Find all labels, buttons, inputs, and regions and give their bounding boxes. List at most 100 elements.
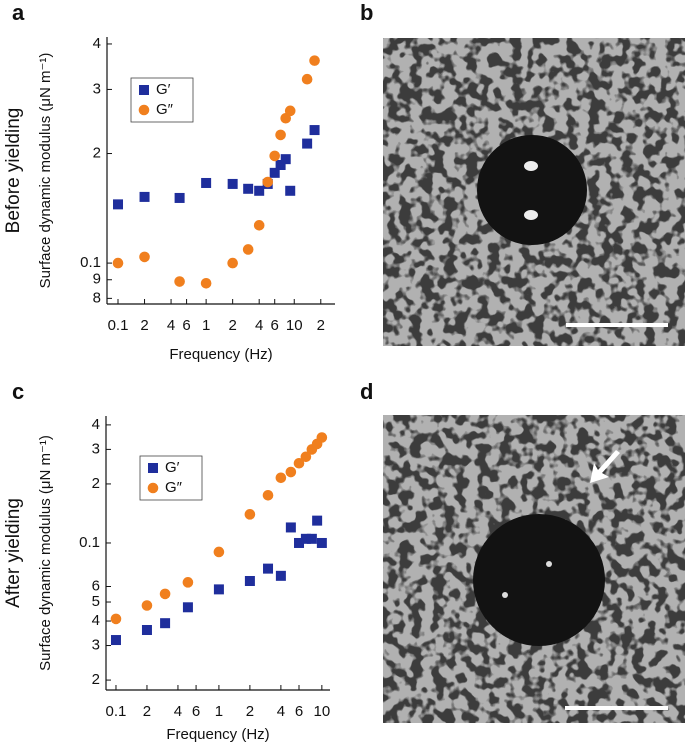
point [141, 600, 153, 611]
point [182, 577, 194, 588]
point [112, 257, 124, 269]
point [312, 515, 323, 526]
point [275, 129, 286, 141]
point [213, 584, 224, 595]
x-tick-label: 4 [167, 317, 175, 334]
x-tick-label: 2 [317, 317, 325, 334]
panel-label: b [360, 0, 373, 25]
y-tick-label: 3 [92, 637, 100, 654]
legend-marker [148, 463, 158, 473]
x-tick-label: 1 [202, 317, 210, 334]
y-tick-label: 4 [92, 612, 100, 629]
point [309, 55, 320, 66]
legend-label: G′ [156, 81, 171, 98]
y-tick-label: 0.1 [80, 254, 101, 271]
point [294, 537, 305, 548]
point [316, 537, 327, 548]
point [316, 432, 328, 443]
point [139, 191, 150, 202]
x-tick-label: 1 [215, 703, 223, 720]
point [244, 575, 255, 586]
y-tick-label: 6 [92, 577, 100, 594]
point [285, 185, 296, 196]
point [227, 257, 238, 269]
legend-box [139, 455, 203, 501]
x-tick-label: 4 [174, 703, 182, 720]
point [309, 125, 320, 136]
x-tick-label: 0.1 [106, 703, 127, 720]
point [141, 625, 152, 636]
point [302, 138, 313, 149]
point [201, 177, 212, 188]
legend-label: G″ [165, 479, 183, 496]
image-d [383, 415, 685, 723]
x-tick-label: 2 [143, 703, 151, 720]
point [242, 244, 254, 255]
point [300, 533, 311, 544]
point [200, 278, 212, 289]
y-axis-label: Surface dynamic modulus (μN m⁻¹) [37, 435, 54, 671]
x-tick-label: 6 [182, 317, 190, 334]
legend-marker [147, 482, 159, 494]
y-axis-label: Surface dynamic modulus (μN m⁻¹) [37, 53, 54, 289]
y-tick-label: 2 [93, 144, 101, 161]
point [139, 251, 150, 263]
y-tick-label: 4 [92, 416, 100, 433]
x-tick-label: 6 [271, 317, 279, 334]
y-tick-label: 2 [92, 671, 100, 688]
point [306, 533, 317, 544]
y-tick-label: 4 [93, 35, 101, 52]
panel-label: c [12, 379, 24, 404]
x-tick-label: 4 [255, 317, 263, 334]
x-axis-label: Frequency (Hz) [166, 726, 269, 743]
legend-marker [138, 104, 150, 116]
point [293, 457, 305, 469]
point [243, 183, 254, 194]
x-tick-label: 0.1 [108, 317, 129, 334]
x-tick-label: 2 [246, 703, 254, 720]
point [275, 159, 286, 170]
point [275, 472, 287, 484]
point [280, 154, 291, 165]
point [262, 490, 274, 501]
y-tick-label: 8 [93, 289, 101, 306]
point [113, 199, 124, 210]
legend-box [130, 77, 194, 123]
x-axis-label: Frequency (Hz) [169, 346, 272, 363]
y-tick-label: 5 [92, 593, 100, 610]
point [182, 602, 193, 613]
x-tick-label: 10 [314, 703, 331, 720]
point [253, 220, 265, 231]
x-tick-label: 2 [140, 317, 148, 334]
point [269, 167, 280, 178]
point [300, 451, 312, 463]
point [213, 546, 225, 558]
point [285, 466, 297, 478]
point [285, 522, 296, 533]
panel-label: a [12, 0, 25, 25]
point [262, 176, 274, 188]
row-label: After yielding [3, 498, 24, 608]
legend-marker [139, 85, 149, 95]
legend-label: G″ [156, 101, 174, 118]
y-tick-label: 3 [92, 440, 100, 457]
x-tick-label: 2 [228, 317, 236, 334]
x-tick-label: 6 [295, 703, 303, 720]
row-label: Before yielding [3, 108, 24, 234]
point [275, 570, 286, 581]
image-b [383, 38, 685, 346]
y-tick-label: 2 [92, 475, 100, 492]
x-tick-label: 4 [277, 703, 285, 720]
point [174, 192, 185, 203]
point [269, 150, 281, 162]
y-tick-label: 0.1 [79, 534, 100, 551]
legend-label: G′ [165, 459, 180, 476]
point [284, 105, 296, 117]
point [160, 618, 171, 629]
y-tick-label: 3 [93, 80, 101, 97]
x-tick-label: 6 [192, 703, 200, 720]
point [227, 178, 238, 189]
point [110, 635, 121, 646]
point [174, 276, 185, 287]
